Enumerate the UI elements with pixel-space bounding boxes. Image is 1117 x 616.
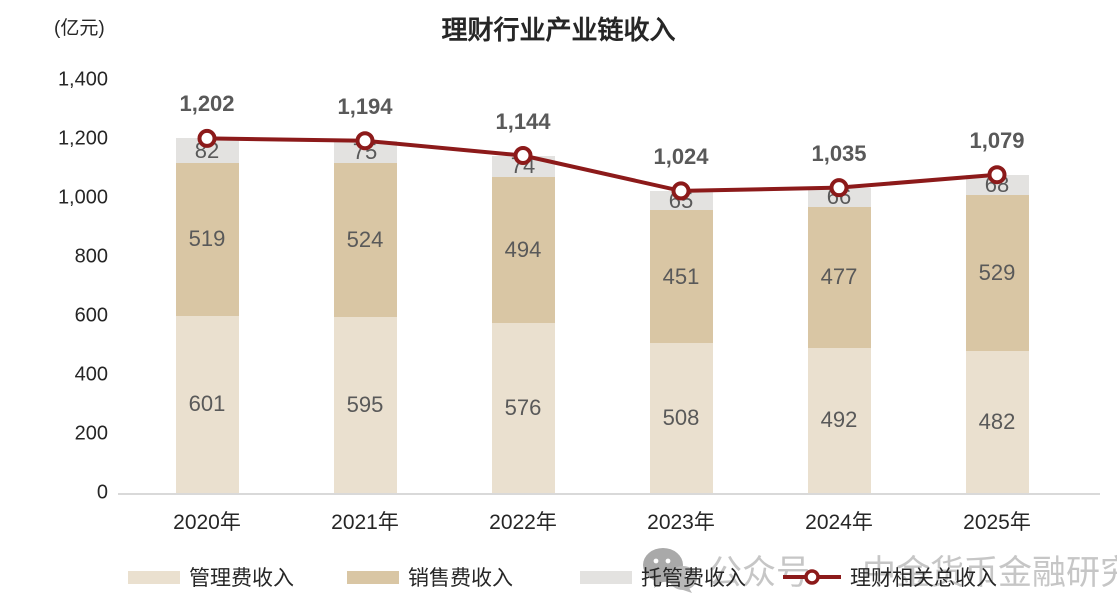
watermark-suffix: 中金货币金融研究 (862, 554, 1117, 592)
bar-segment-management-fee: 492 (807, 347, 871, 493)
bar-segment-value: 82 (194, 137, 220, 163)
bar-segment-sales-fee: 524 (333, 162, 397, 318)
bar-segment-management-fee: 482 (965, 350, 1029, 493)
bar-segment-value: 576 (504, 395, 542, 421)
bar-segment-management-fee: 601 (175, 315, 239, 493)
legend-swatch-icon (580, 570, 632, 584)
bar-segment-value: 75 (352, 138, 378, 164)
x-axis-category-label: 2021年 (331, 511, 399, 534)
bar-segment-sales-fee: 494 (491, 177, 555, 324)
bar-segment-custody-fee: 74 (491, 153, 555, 179)
total-value-label: 1,079 (969, 127, 1025, 153)
y-axis-tick-label: 1,200 (57, 127, 108, 150)
y-axis-tick-label: 0 (96, 481, 108, 504)
bar-segment-custody-fee: 66 (807, 184, 871, 210)
y-axis-tick-label: 1,000 (57, 186, 108, 209)
bar-segment-sales-fee: 451 (649, 210, 713, 344)
bar-segment-value: 492 (820, 407, 858, 433)
bar-segment-custody-fee: 68 (965, 171, 1029, 197)
bar-segment-custody-fee: 75 (333, 138, 397, 164)
bar-segment-sales-fee: 529 (965, 194, 1029, 351)
bar-segment-value: 482 (978, 408, 1016, 434)
x-axis-category-label: 2020年 (173, 511, 241, 534)
legend-swatch-icon (128, 570, 180, 584)
bar-segment-sales-fee: 477 (807, 207, 871, 348)
legend-label: 管理费收入 (189, 567, 294, 590)
bar-segment-value: 451 (662, 263, 700, 289)
total-value-label: 1,194 (337, 93, 393, 119)
x-axis-category-label: 2025年 (963, 511, 1031, 534)
bar-segment-value: 519 (188, 226, 226, 252)
total-value-label: 1,202 (179, 91, 235, 117)
legend-item-custody-fee: 托管费收入 (580, 563, 746, 591)
y-axis-tick-label: 800 (74, 245, 108, 268)
legend-label: 销售费收入 (408, 567, 513, 590)
bar-segment-sales-fee: 519 (175, 162, 239, 316)
legend-item-total-line: 理财相关总收入 (783, 563, 997, 591)
bar-segment-management-fee: 595 (333, 317, 397, 493)
legend-item-management-fee: 管理费收入 (128, 563, 294, 591)
y-axis-tick-label: 200 (74, 422, 108, 445)
bar-segment-value: 68 (984, 171, 1010, 197)
bar-segment-value: 65 (668, 187, 694, 213)
bar-segment-value: 74 (510, 153, 536, 179)
x-axis-category-label: 2023年 (647, 511, 715, 534)
bar-segment-value: 601 (188, 391, 226, 417)
bar-segment-management-fee: 576 (491, 323, 555, 493)
legend-label: 托管费收入 (641, 567, 746, 590)
total-value-label: 1,035 (811, 140, 867, 166)
wechat-icon (643, 547, 697, 593)
legend-line-sample-icon (783, 569, 841, 585)
bar-segment-value: 494 (504, 237, 542, 263)
legend-swatch-icon (347, 570, 399, 584)
bar-segment-value: 508 (662, 405, 700, 431)
y-axis-tick-label: 400 (74, 363, 108, 386)
bar-segment-value: 524 (346, 227, 384, 253)
legend-item-sales-fee: 销售费收入 (347, 563, 513, 591)
watermark: 公众号 中金货币金融研究 (642, 545, 1117, 594)
legend: 管理费收入 销售费收入 托管费收入 理财相关总收入 (0, 563, 1117, 593)
total-value-label: 1,144 (495, 108, 551, 134)
y-axis-tick-label: 1,400 (57, 68, 108, 91)
bar-segment-value: 529 (978, 259, 1016, 285)
bar-segment-value: 595 (346, 392, 384, 418)
bar-segment-management-fee: 508 (649, 343, 713, 493)
bar-segment-custody-fee: 82 (175, 137, 239, 163)
x-axis-category-label: 2022年 (489, 511, 557, 534)
y-axis-tick-label: 600 (74, 304, 108, 327)
total-value-label: 1,024 (653, 143, 709, 169)
y-axis-unit-label: (亿元) (54, 18, 105, 39)
x-axis-line (118, 493, 1100, 495)
bar-segment-value: 66 (826, 184, 852, 210)
chart-title: 理财行业产业链收入 (441, 15, 676, 45)
bar-segment-value: 477 (820, 264, 858, 290)
legend-label: 理财相关总收入 (850, 567, 997, 590)
bar-segment-custody-fee: 65 (649, 187, 713, 213)
x-axis-category-label: 2024年 (805, 511, 873, 534)
watermark-prefix: 公众号 (708, 554, 810, 592)
